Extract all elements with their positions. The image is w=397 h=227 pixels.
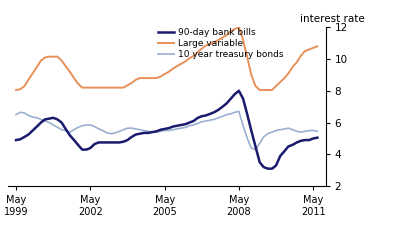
Line: 90-day bank bills: 90-day bank bills — [16, 91, 317, 169]
10 year treasury bonds — [14, 113, 19, 116]
Large variable — [290, 66, 295, 68]
10 year treasury bonds — [179, 127, 183, 129]
90-day bank bills — [183, 123, 188, 126]
10 year treasury bonds — [183, 126, 188, 129]
10 year treasury bonds — [80, 124, 85, 127]
Line: Large variable: Large variable — [16, 27, 317, 90]
90-day bank bills — [295, 141, 299, 144]
10 year treasury bonds — [75, 126, 80, 129]
10 year treasury bonds — [237, 110, 241, 113]
Line: 10 year treasury bonds: 10 year treasury bonds — [16, 111, 317, 150]
90-day bank bills — [266, 167, 270, 170]
Large variable — [183, 60, 188, 63]
10 year treasury bonds — [113, 131, 118, 134]
Large variable — [179, 62, 183, 65]
10 year treasury bonds — [253, 148, 258, 151]
Large variable — [80, 86, 85, 89]
90-day bank bills — [80, 148, 85, 151]
Large variable — [315, 45, 320, 48]
90-day bank bills — [14, 139, 19, 141]
Legend: 90-day bank bills, Large variable, 10 year treasury bonds: 90-day bank bills, Large variable, 10 ye… — [154, 24, 287, 63]
Large variable — [75, 82, 80, 85]
Large variable — [14, 89, 19, 91]
Large variable — [237, 26, 241, 29]
90-day bank bills — [113, 141, 118, 144]
90-day bank bills — [315, 136, 320, 139]
10 year treasury bonds — [295, 130, 299, 133]
90-day bank bills — [75, 143, 80, 146]
Large variable — [113, 86, 118, 89]
90-day bank bills — [179, 123, 183, 126]
Text: interest rate: interest rate — [300, 15, 364, 25]
90-day bank bills — [237, 89, 241, 92]
10 year treasury bonds — [315, 130, 320, 133]
